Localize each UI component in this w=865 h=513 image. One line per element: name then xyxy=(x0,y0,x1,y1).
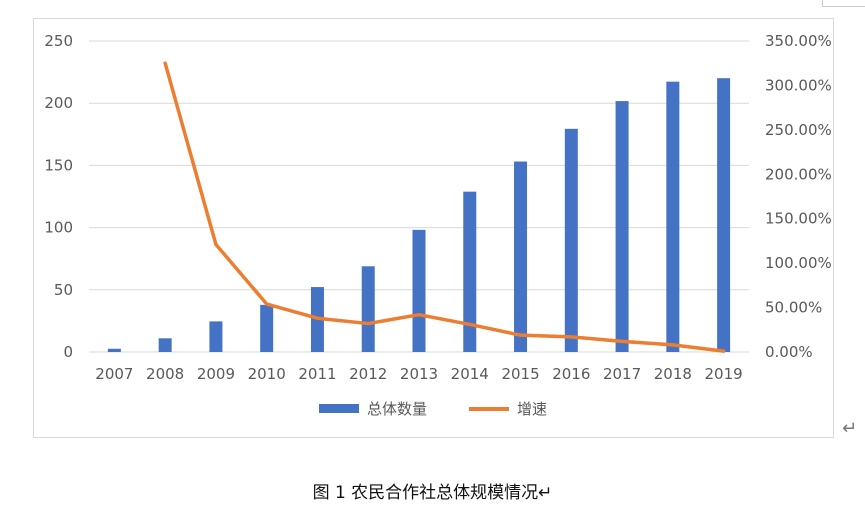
figure-caption: 图 1 农民合作社总体规模情况↵ xyxy=(312,483,553,503)
right-axis-tick: 300.00% xyxy=(765,76,832,94)
left-axis-tick: 250 xyxy=(44,32,73,50)
bar-2007 xyxy=(107,348,121,352)
right-axis-tick: 0.00% xyxy=(765,343,813,361)
legend-label: 总体数量 xyxy=(367,400,427,418)
page-corner-mark xyxy=(822,0,865,7)
left-axis-tick: 0 xyxy=(63,343,73,361)
x-axis-tick: 2015 xyxy=(501,365,539,383)
bar-2019 xyxy=(717,78,731,352)
right-axis-tick: 200.00% xyxy=(765,165,832,183)
x-axis-tick: 2008 xyxy=(146,365,184,383)
right-axis-tick: 150.00% xyxy=(765,210,832,228)
x-axis-tick: 2010 xyxy=(248,365,286,383)
bar-2018 xyxy=(666,81,680,352)
bar-2017 xyxy=(615,101,629,352)
paragraph-return-mark: ↵ xyxy=(842,418,858,439)
growth-rate-line xyxy=(163,61,726,353)
bar-2010 xyxy=(260,304,274,352)
legend-label: 增速 xyxy=(517,400,547,418)
bar-2009 xyxy=(209,321,223,352)
x-axis-tick: 2014 xyxy=(451,365,489,383)
x-axis-tick: 2007 xyxy=(95,365,133,383)
x-axis-tick: 2019 xyxy=(705,365,743,383)
right-axis-tick: 50.00% xyxy=(765,299,822,317)
bar-2016 xyxy=(564,128,578,352)
x-axis-tick: 2013 xyxy=(400,365,438,383)
x-axis-tick: 2011 xyxy=(298,365,336,383)
bar-2008 xyxy=(158,338,172,352)
chart-frame: 0 50 100 150 200 250 0.00% 50.00% 100.00% 150.00… xyxy=(33,18,834,438)
right-axis-tick: 350.00% xyxy=(765,32,832,50)
x-axis-tick: 2016 xyxy=(552,365,590,383)
bar-2013 xyxy=(412,229,426,352)
bar-2015 xyxy=(514,161,528,352)
x-axis-tick: 2012 xyxy=(349,365,387,383)
left-axis-tick: 100 xyxy=(44,219,73,237)
left-axis-tick: 50 xyxy=(54,281,73,299)
x-axis-tick: 2018 xyxy=(654,365,692,383)
left-axis-tick: 150 xyxy=(44,156,73,174)
left-axis-tick: 200 xyxy=(44,94,73,112)
right-axis-tick: 100.00% xyxy=(765,254,832,272)
bar-2012 xyxy=(361,266,375,352)
x-axis-tick: 2017 xyxy=(603,365,641,383)
right-axis-tick: 250.00% xyxy=(765,121,832,139)
chart-area: 0 50 100 150 200 250 0.00% 50.00% 100.00% 150.00… xyxy=(44,32,832,418)
legend-swatch-bar xyxy=(319,404,359,413)
bar-2014 xyxy=(463,191,477,352)
x-axis-tick: 2009 xyxy=(197,365,235,383)
